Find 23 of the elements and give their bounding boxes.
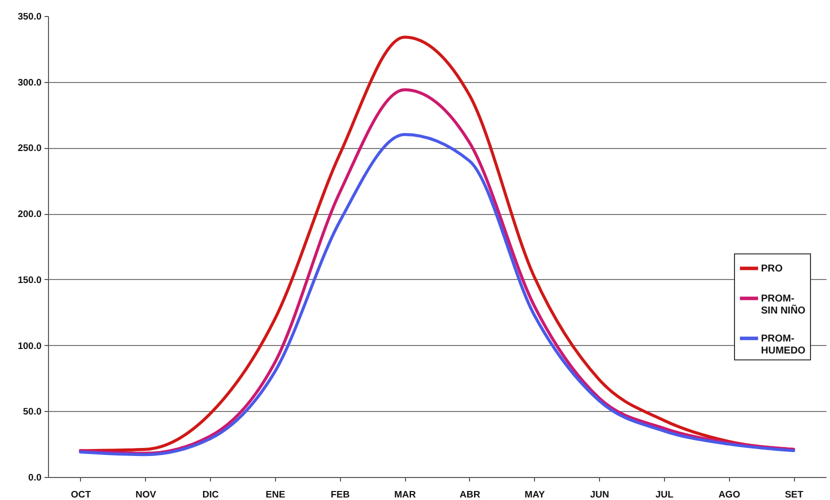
x-tick-label: ABR — [460, 490, 480, 500]
legend-label: PRO — [761, 263, 783, 274]
x-tick-label: JUN — [590, 490, 610, 500]
legend-label: PROM-HUMEDO — [761, 333, 806, 356]
x-tick-label: ENE — [266, 490, 286, 500]
y-tick-label: 50.0 — [23, 406, 42, 418]
x-tick-label: OCT — [70, 490, 92, 500]
y-tick-label: 350.0 — [18, 12, 42, 22]
x-tick-label: SET — [784, 490, 804, 500]
x-tick-label: AGO — [718, 490, 740, 500]
x-tick-label: DIC — [202, 490, 219, 500]
x-tick-label: MAY — [524, 490, 546, 500]
y-tick-label: 0.0 — [28, 472, 42, 484]
y-tick-label: 200.0 — [18, 209, 42, 220]
y-tick-label: 150.0 — [18, 274, 42, 286]
legend-label: PROM-SIN NIÑO — [761, 293, 806, 316]
y-tick-label: 250.0 — [18, 143, 42, 154]
x-tick-label: JUL — [655, 490, 674, 500]
x-tick-label: FEB — [330, 490, 350, 500]
x-tick-label: NOV — [135, 490, 157, 500]
y-tick-label: 100.0 — [18, 340, 42, 352]
y-tick-label: 300.0 — [18, 77, 42, 88]
x-tick-label: MAR — [394, 490, 416, 500]
